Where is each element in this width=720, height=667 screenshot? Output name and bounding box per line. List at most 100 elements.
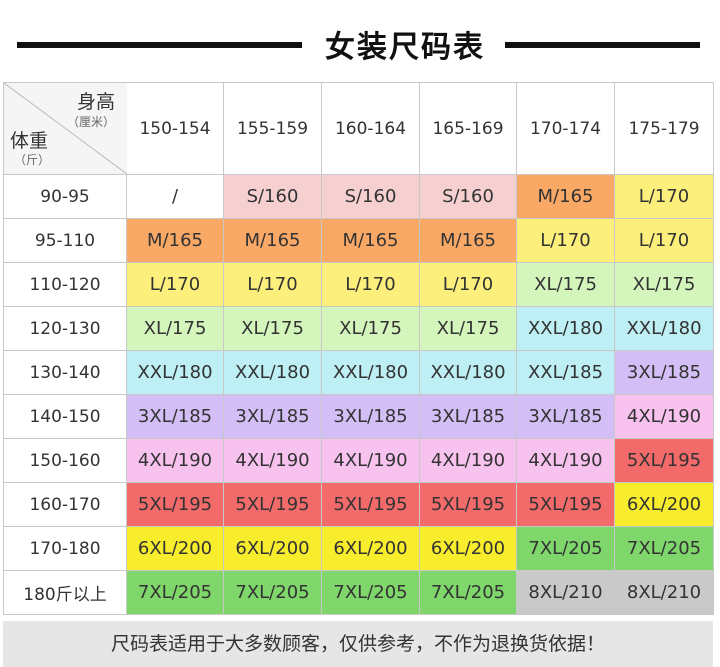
size-cell: XXL/180 xyxy=(419,350,517,395)
size-cell: L/170 xyxy=(223,262,322,307)
table-row: 120-130 XL/175 XL/175 XL/175 XL/175 XXL/180 XX… xyxy=(3,306,714,351)
title-bar: 女装尺码表 xyxy=(0,0,720,82)
size-cell: 4XL/190 xyxy=(419,438,517,483)
size-chart: 身高 （厘米） 体重 （斤） 150-154 155-159 160-164 165-… xyxy=(3,82,714,615)
size-cell: 7XL/205 xyxy=(614,526,714,571)
weight-label-cell: 90-95 xyxy=(3,174,127,219)
height-header: 150-154 xyxy=(126,82,224,175)
size-cell: 6XL/200 xyxy=(321,526,420,571)
size-cell: XL/175 xyxy=(516,262,615,307)
table-row: 150-160 4XL/190 4XL/190 4XL/190 4XL/190 4XL/1… xyxy=(3,438,714,483)
size-cell: L/170 xyxy=(614,218,714,263)
size-cell: 7XL/205 xyxy=(321,570,420,615)
size-cell: 4XL/190 xyxy=(614,394,714,439)
size-cell: 5XL/195 xyxy=(126,482,224,527)
page-title: 女装尺码表 xyxy=(325,30,485,65)
size-table: 身高 （厘米） 体重 （斤） 150-154 155-159 160-164 165-… xyxy=(3,82,714,615)
size-cell: XXL/180 xyxy=(126,350,224,395)
size-cell: 7XL/205 xyxy=(516,526,615,571)
weight-label-cell: 160-170 xyxy=(3,482,127,527)
size-cell: L/170 xyxy=(614,174,714,219)
size-cell: 3XL/185 xyxy=(516,394,615,439)
size-cell: 6XL/200 xyxy=(126,526,224,571)
table-row: 110-120 L/170 L/170 L/170 L/170 XL/175 XL/175 xyxy=(3,262,714,307)
weight-label-cell: 130-140 xyxy=(3,350,127,395)
size-cell: M/165 xyxy=(516,174,615,219)
size-cell: 5XL/195 xyxy=(419,482,517,527)
weight-label-cell: 95-110 xyxy=(3,218,127,263)
height-header: 170-174 xyxy=(516,82,615,175)
size-cell: XXL/185 xyxy=(516,350,615,395)
footer-note: 尺码表适用于大多数顾客，仅供参考，不作为退换货依据！ xyxy=(3,621,713,667)
table-row: 90-95/S/160 S/160 S/160 M/165 L/170 xyxy=(3,174,714,219)
size-cell: 7XL/205 xyxy=(126,570,224,615)
size-cell: 4XL/190 xyxy=(126,438,224,483)
size-cell: 5XL/195 xyxy=(223,482,322,527)
height-unit: （厘米） xyxy=(66,115,115,129)
size-cell: XXL/180 xyxy=(223,350,322,395)
size-cell: XL/175 xyxy=(126,306,224,351)
size-cell: M/165 xyxy=(321,218,420,263)
size-cell: XL/175 xyxy=(223,306,322,351)
height-header: 165-169 xyxy=(419,82,517,175)
size-cell: M/165 xyxy=(126,218,224,263)
height-header: 175-179 xyxy=(614,82,714,175)
weight-label-cell: 140-150 xyxy=(3,394,127,439)
size-cell: 7XL/205 xyxy=(223,570,322,615)
weight-label: 体重 xyxy=(10,130,49,152)
size-cell: 6XL/200 xyxy=(223,526,322,571)
corner-cell: 身高 （厘米） 体重 （斤） xyxy=(3,82,127,175)
height-header: 160-164 xyxy=(321,82,420,175)
height-label: 身高 xyxy=(76,91,115,113)
weight-label-cell: 110-120 xyxy=(3,262,127,307)
size-cell: 3XL/185 xyxy=(321,394,420,439)
size-cell: XL/175 xyxy=(419,306,517,351)
size-cell: 3XL/185 xyxy=(419,394,517,439)
size-cell: 3XL/185 xyxy=(223,394,322,439)
size-cell: L/170 xyxy=(321,262,420,307)
size-cell: 4XL/190 xyxy=(321,438,420,483)
table-row: 180斤以上 7XL/205 7XL/205 7XL/205 7XL/205 8XL/21… xyxy=(3,570,714,615)
size-cell: 6XL/200 xyxy=(419,526,517,571)
size-cell: 8XL/210 xyxy=(516,570,615,615)
size-cell: / xyxy=(126,174,224,219)
size-cell: S/160 xyxy=(223,174,322,219)
weight-label-cell: 170-180 xyxy=(3,526,127,571)
size-cell: 5XL/195 xyxy=(321,482,420,527)
size-cell: S/160 xyxy=(321,174,420,219)
title-rule-right xyxy=(505,42,700,48)
size-cell: 3XL/185 xyxy=(614,350,714,395)
corner-diagonal xyxy=(4,83,127,174)
size-cell: 5XL/195 xyxy=(614,438,714,483)
size-cell: XXL/180 xyxy=(614,306,714,351)
weight-unit: （斤） xyxy=(14,153,51,167)
size-cell: 4XL/190 xyxy=(223,438,322,483)
size-cell: L/170 xyxy=(126,262,224,307)
size-cell: 5XL/195 xyxy=(516,482,615,527)
size-cell: XL/175 xyxy=(614,262,714,307)
table-row: 130-140 XXL/180 XXL/180 XXL/180 XXL/180 XXL/1… xyxy=(3,350,714,395)
table-row: 95-110 M/165 M/165 M/165 M/165 L/170 L/170 xyxy=(3,218,714,263)
height-header: 155-159 xyxy=(223,82,322,175)
size-cell: XXL/180 xyxy=(321,350,420,395)
table-row: 140-150 3XL/185 3XL/185 3XL/185 3XL/185 3XL/1… xyxy=(3,394,714,439)
size-cell: M/165 xyxy=(419,218,517,263)
size-cell: 8XL/210 xyxy=(614,570,714,615)
size-cell: XXL/180 xyxy=(516,306,615,351)
table-row: 170-180 6XL/200 6XL/200 6XL/200 6XL/200 7XL/2… xyxy=(3,526,714,571)
size-cell: 3XL/185 xyxy=(126,394,224,439)
size-cell: L/170 xyxy=(419,262,517,307)
title-rule-left xyxy=(17,42,302,48)
size-cell: L/170 xyxy=(516,218,615,263)
table-row: 160-170 5XL/195 5XL/195 5XL/195 5XL/195 5XL/1… xyxy=(3,482,714,527)
header-row: 身高 （厘米） 体重 （斤） 150-154 155-159 160-164 165-… xyxy=(3,82,714,175)
weight-label-cell: 120-130 xyxy=(3,306,127,351)
size-cell: 4XL/190 xyxy=(516,438,615,483)
size-cell: M/165 xyxy=(223,218,322,263)
weight-label-cell: 180斤以上 xyxy=(3,570,127,615)
size-cell: 7XL/205 xyxy=(419,570,517,615)
size-cell: XL/175 xyxy=(321,306,420,351)
size-cell: 6XL/200 xyxy=(614,482,714,527)
size-cell: S/160 xyxy=(419,174,517,219)
weight-label-cell: 150-160 xyxy=(3,438,127,483)
